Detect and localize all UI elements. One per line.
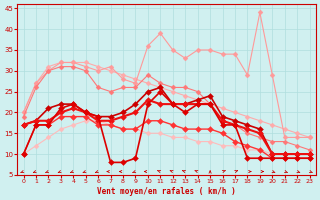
X-axis label: Vent moyen/en rafales ( km/h ): Vent moyen/en rafales ( km/h ) [97, 187, 236, 196]
